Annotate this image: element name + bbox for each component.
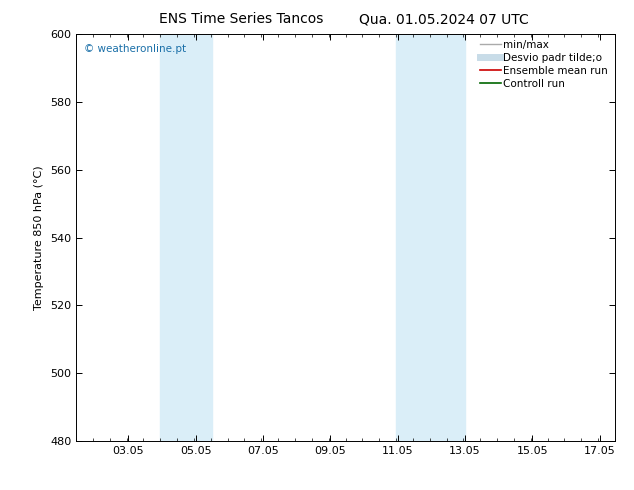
Bar (396, 34, 465, 441)
Text: Qua. 01.05.2024 07 UTC: Qua. 01.05.2024 07 UTC (359, 12, 529, 26)
Y-axis label: Temperature 850 hPa (°C): Temperature 850 hPa (°C) (34, 165, 44, 310)
Text: © weatheronline.pt: © weatheronline.pt (84, 45, 186, 54)
Text: ENS Time Series Tancos: ENS Time Series Tancos (158, 12, 323, 26)
Legend: min/max, Desvio padr tilde;o, Ensemble mean run, Controll run: min/max, Desvio padr tilde;o, Ensemble m… (478, 37, 612, 91)
Bar (160, 34, 212, 441)
